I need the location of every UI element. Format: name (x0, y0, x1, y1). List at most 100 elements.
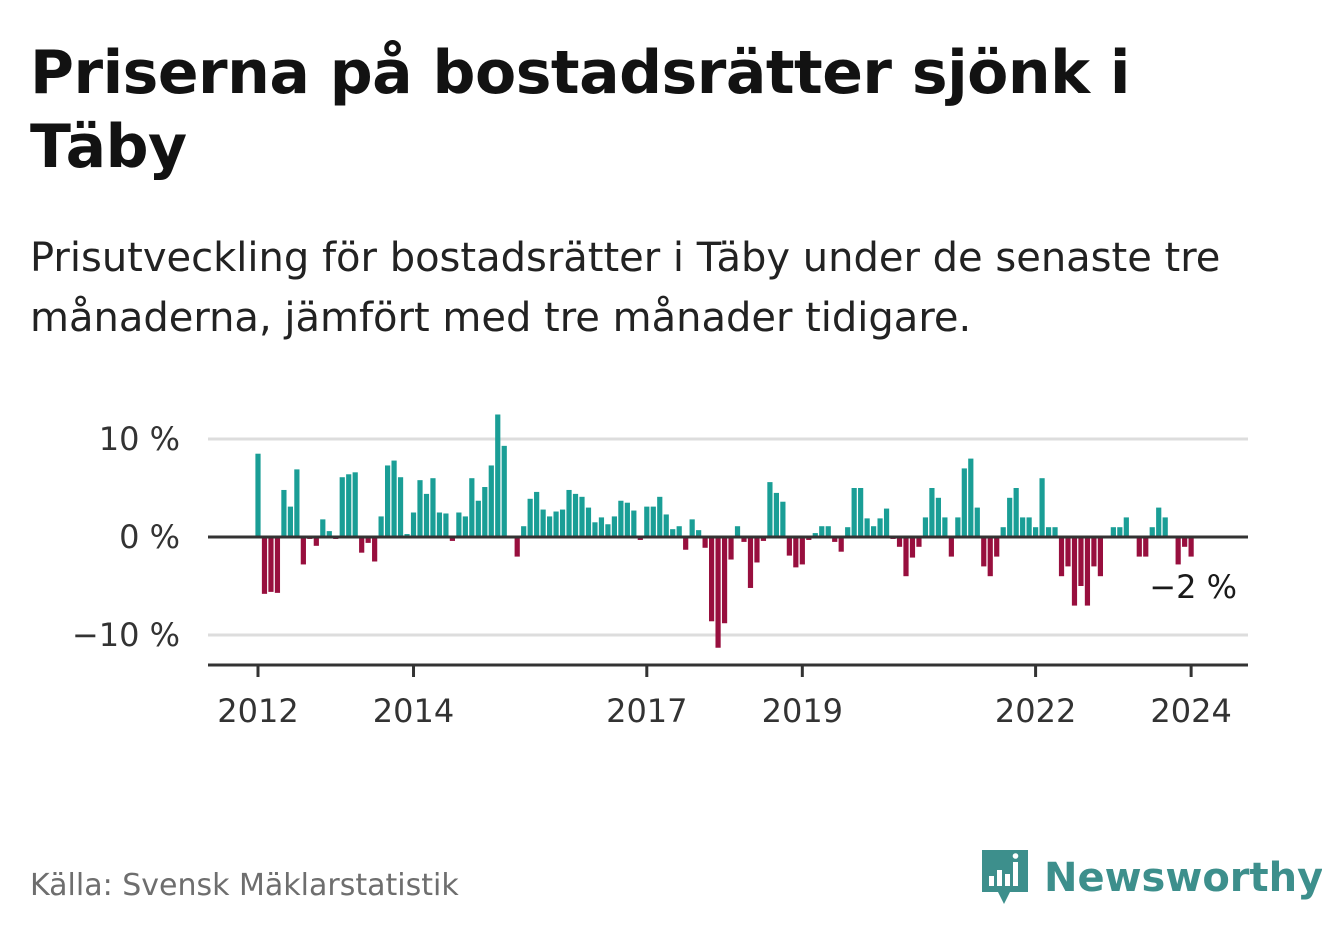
bar (845, 527, 851, 537)
bar (929, 488, 935, 537)
bar (592, 522, 598, 537)
bar (294, 469, 300, 537)
bar (1071, 537, 1078, 606)
bar (281, 489, 287, 537)
bar (1091, 537, 1097, 567)
bar (948, 537, 954, 557)
bar (274, 537, 281, 593)
bar (352, 472, 358, 537)
bar (559, 509, 566, 537)
bar (572, 493, 579, 537)
bar (443, 513, 449, 537)
brand-name: Newsworthy (1044, 855, 1322, 901)
bar (1007, 497, 1013, 537)
bar (268, 537, 274, 592)
bar (527, 498, 533, 537)
bar (644, 506, 650, 537)
bar (378, 516, 384, 537)
bar (1156, 507, 1162, 537)
x-tick-label: 2022 (995, 692, 1076, 730)
bar (1013, 488, 1019, 537)
bar (741, 537, 747, 542)
bar (838, 537, 844, 552)
bar (1182, 537, 1188, 547)
bar (372, 537, 378, 562)
x-tick-label: 2024 (1150, 692, 1231, 730)
bar (994, 537, 1000, 557)
bar (534, 491, 540, 537)
bar (417, 480, 423, 537)
bar (773, 492, 779, 537)
bar (566, 489, 572, 537)
bar (922, 517, 929, 537)
bar (799, 537, 805, 565)
bar (657, 496, 663, 537)
bar (598, 517, 605, 537)
bar (909, 537, 916, 558)
bar (391, 460, 397, 537)
bar (747, 537, 754, 588)
bar (786, 537, 792, 556)
bar (955, 517, 961, 537)
bar (1045, 527, 1052, 537)
bar (864, 518, 870, 537)
bar (715, 537, 721, 648)
bar (754, 537, 760, 563)
bar (689, 519, 695, 537)
bar (365, 537, 371, 543)
bar (670, 529, 676, 537)
bar (449, 537, 455, 541)
brand-logo: Newsworthy (980, 848, 1322, 908)
bar (709, 537, 715, 622)
last-value-label: −2 % (1149, 568, 1237, 606)
bar (1058, 537, 1065, 577)
bar (385, 465, 391, 537)
x-tick-label: 2017 (606, 692, 687, 730)
bar (495, 414, 501, 537)
bar (320, 519, 326, 537)
bar (1097, 537, 1103, 577)
bar (618, 500, 624, 537)
bar (981, 537, 987, 567)
bar (255, 453, 261, 537)
bar (585, 507, 592, 537)
bar (974, 507, 980, 537)
bar (1065, 537, 1071, 567)
bar (851, 488, 857, 537)
bar (780, 501, 786, 537)
bar (1052, 527, 1058, 537)
bar (624, 502, 630, 537)
bar (326, 531, 332, 537)
bar (540, 509, 546, 537)
bar (1162, 517, 1168, 537)
bar (1110, 527, 1116, 537)
x-tick-label: 2014 (373, 692, 454, 730)
bar (423, 493, 430, 537)
bar (650, 506, 656, 537)
bar (1123, 517, 1129, 537)
y-tick-label: −10 % (72, 616, 180, 654)
bar (1026, 517, 1032, 537)
bars (255, 414, 1194, 648)
bar (728, 537, 734, 560)
bar (1039, 478, 1045, 537)
bar (1117, 527, 1123, 537)
bar (482, 487, 488, 537)
bar (553, 511, 559, 537)
x-tick-label: 2019 (762, 692, 843, 730)
bar (1149, 527, 1155, 537)
bar (903, 537, 909, 577)
bar (462, 516, 468, 537)
bar (346, 474, 352, 537)
bar (1000, 527, 1006, 537)
source-note: Källa: Svensk Mäklarstatistik (30, 868, 459, 903)
bar (579, 496, 585, 537)
bar (825, 526, 831, 537)
bar (877, 518, 883, 537)
bar (1084, 537, 1091, 606)
bar (767, 482, 773, 537)
bar (961, 468, 967, 537)
bar (734, 526, 741, 537)
bar (1175, 537, 1181, 565)
bar (896, 537, 903, 547)
